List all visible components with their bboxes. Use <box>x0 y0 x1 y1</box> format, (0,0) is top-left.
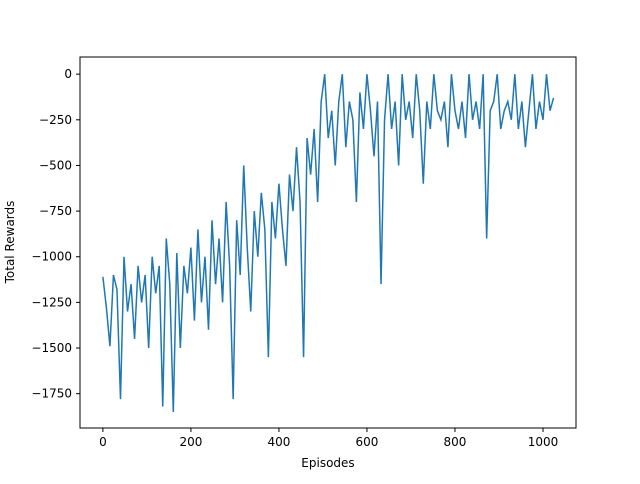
x-tick-label: 1000 <box>528 435 559 449</box>
x-tick-label: 600 <box>355 435 378 449</box>
plot-area <box>102 74 555 412</box>
x-tick-label: 0 <box>99 435 107 449</box>
y-tick-label: −1000 <box>31 250 72 264</box>
y-tick-label: −500 <box>39 158 72 172</box>
y-tick-label: −1500 <box>31 341 72 355</box>
data-line <box>102 74 555 412</box>
y-tick-label: −250 <box>39 113 72 127</box>
x-tick-label: 200 <box>179 435 202 449</box>
y-axis-label: Total Rewards <box>3 201 17 285</box>
x-tick-label: 400 <box>267 435 290 449</box>
y-tick-label: −1750 <box>31 387 72 401</box>
y-tick-label: 0 <box>64 67 72 81</box>
axes-frame <box>79 56 577 429</box>
y-tick-label: −1250 <box>31 295 72 309</box>
x-axis-label: Episodes <box>301 456 354 470</box>
y-tick-label: −750 <box>39 204 72 218</box>
x-tick-label: 800 <box>444 435 467 449</box>
